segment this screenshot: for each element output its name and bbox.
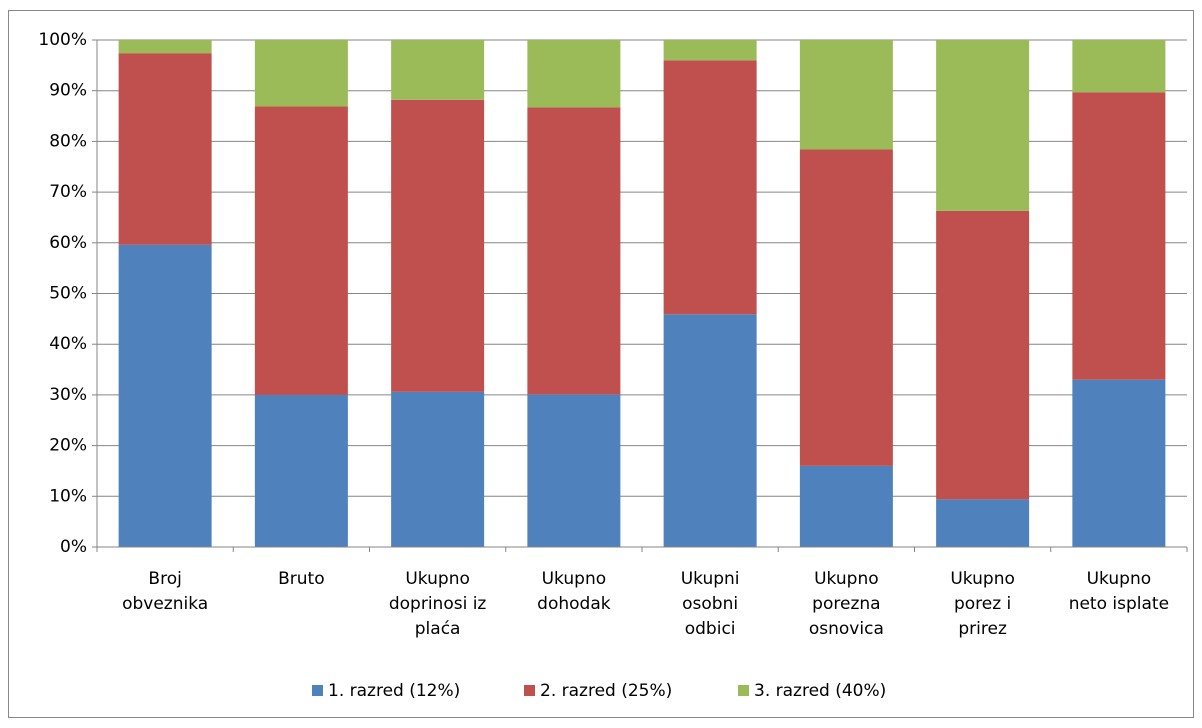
bar-segment — [799, 40, 893, 150]
bar-segment — [936, 210, 1030, 500]
bar-segment — [254, 106, 348, 395]
bar-segment — [391, 99, 485, 392]
y-tick-label: 0% — [60, 537, 87, 557]
x-tick-label: Ukupno porez i prirez — [950, 569, 1015, 639]
y-tick-label: 90% — [49, 81, 87, 101]
y-tick-label: 20% — [49, 436, 87, 456]
x-tick-label: Bruto — [278, 569, 325, 589]
bar-segment — [118, 53, 212, 245]
bar-segment — [254, 40, 348, 107]
y-tick-label: 30% — [49, 385, 87, 405]
legend-label: 2. razred (25%) — [540, 681, 672, 701]
bar-segment — [391, 40, 485, 100]
bar-segment — [118, 244, 212, 547]
x-tick-label: Ukupno doprinosi iz plaća — [388, 569, 487, 639]
bar-segment — [1072, 40, 1166, 93]
x-tick-label: Broj obveznika — [122, 569, 209, 614]
bar-segment — [1072, 379, 1166, 547]
x-tick-label: Ukupno dohodak — [537, 569, 611, 614]
bar-segment — [663, 314, 757, 547]
bar-segment — [254, 394, 348, 547]
y-tick-label: 50% — [49, 284, 87, 304]
bar-segment — [391, 391, 485, 547]
bar-segment — [663, 40, 757, 61]
y-tick-label: 70% — [49, 182, 87, 202]
legend-label: 1. razred (12%) — [328, 681, 460, 701]
bar-segment — [799, 465, 893, 547]
x-tick-label: Ukupni osobni odbici — [680, 569, 740, 639]
bar-segment — [527, 107, 621, 395]
y-tick-label: 40% — [49, 334, 87, 354]
x-tick-label: Ukupno porezna osnovica — [808, 569, 884, 639]
bar-segment — [936, 40, 1030, 211]
legend-swatch — [524, 685, 535, 696]
legend-swatch — [738, 685, 749, 696]
legend-swatch — [312, 685, 323, 696]
bar-segment — [1072, 92, 1166, 380]
bar-segment — [527, 394, 621, 547]
bar-segment — [118, 40, 212, 54]
legend-label: 3. razred (40%) — [754, 681, 886, 701]
y-tick-label: 60% — [49, 233, 87, 253]
bar-segment — [663, 60, 757, 315]
bar-segment — [799, 149, 893, 466]
y-tick-label: 80% — [49, 131, 87, 151]
y-tick-label: 100% — [38, 30, 87, 50]
y-tick-label: 10% — [49, 486, 87, 506]
x-tick-label: Ukupno neto isplate — [1068, 569, 1170, 614]
bar-segment — [527, 40, 621, 108]
bar-segment — [936, 499, 1030, 547]
